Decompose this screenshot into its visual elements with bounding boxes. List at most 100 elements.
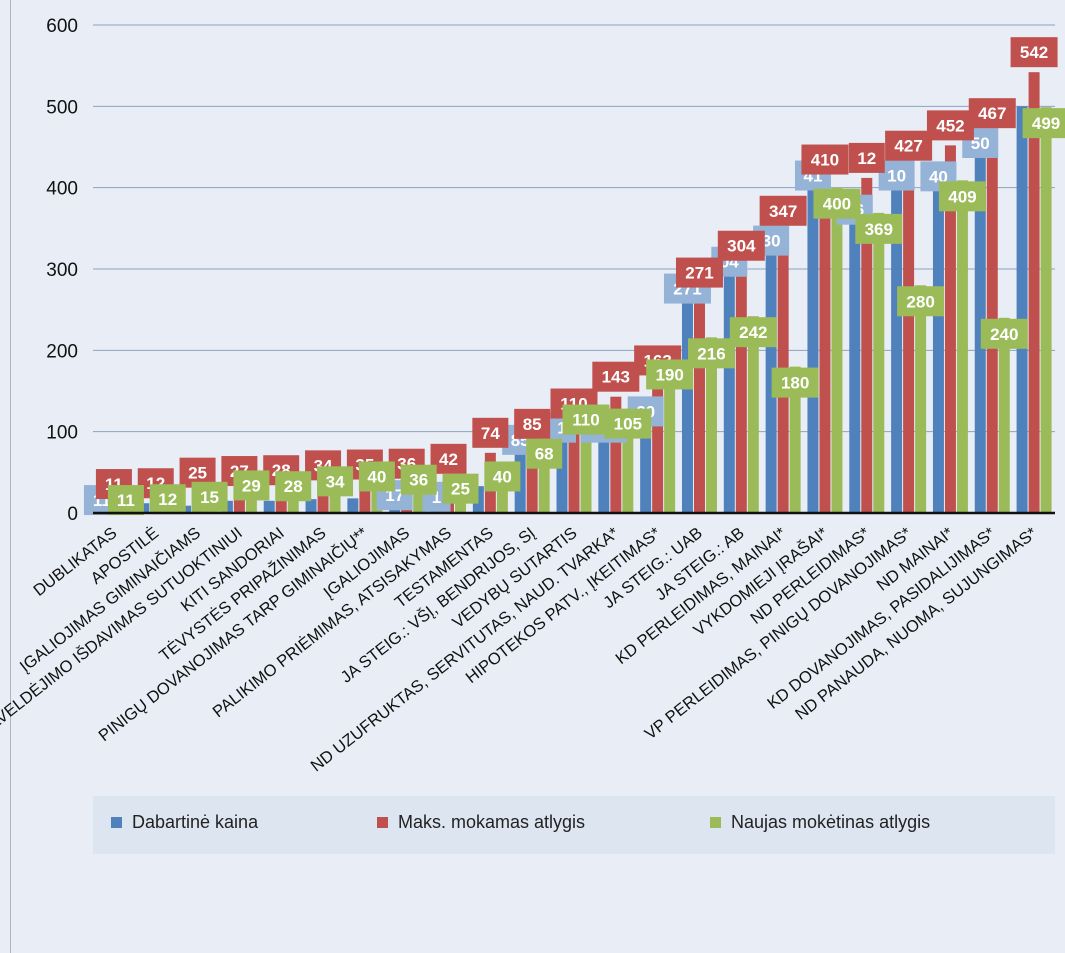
data-label: 74 [481, 424, 500, 443]
data-label: 452 [936, 116, 964, 135]
data-label: 42 [439, 450, 458, 469]
bar [598, 431, 610, 513]
data-label: 12 [857, 149, 876, 168]
data-label-box [233, 470, 270, 501]
data-label: 240 [990, 325, 1018, 344]
data-label-box [604, 408, 652, 439]
bar [705, 337, 717, 513]
legend-swatch-naujas-moketinas-atlygis [710, 817, 721, 828]
bar [652, 380, 664, 513]
bar [538, 457, 550, 513]
data-label-box [759, 195, 807, 226]
data-label-box [358, 461, 395, 492]
bar [610, 396, 622, 513]
bar [496, 480, 508, 513]
data-label: 110 [572, 411, 599, 430]
data-label-box [646, 359, 694, 390]
data-label-box [897, 286, 945, 317]
data-label-box [980, 318, 1028, 349]
bar [1028, 72, 1040, 513]
data-label: 216 [697, 344, 725, 363]
data-label: 29 [242, 476, 261, 495]
data-label-box [472, 417, 509, 448]
legend-swatch-maks-mokamas-atlygis [377, 817, 388, 828]
bar [413, 483, 425, 513]
data-label: 12 [158, 490, 177, 509]
bar [622, 427, 634, 513]
legend: Dabartinė kaina Maks. mokamas atlygis Na… [93, 796, 1055, 854]
bar [526, 443, 538, 513]
data-label-box [484, 461, 521, 492]
bar [347, 498, 359, 513]
data-label: 1 [557, 419, 566, 438]
data-label: 271 [685, 264, 713, 283]
bar [305, 499, 317, 513]
bar [287, 490, 299, 513]
bar [915, 285, 927, 513]
data-label-box [717, 230, 765, 261]
bar [723, 265, 735, 513]
data-label: 10 [887, 167, 906, 186]
data-label-box [813, 188, 861, 219]
y-tick-label: 100 [46, 423, 78, 444]
bar [873, 212, 885, 513]
bar [359, 484, 371, 513]
data-label: 34 [326, 472, 345, 491]
data-label-box [107, 485, 144, 516]
bar [233, 491, 245, 513]
data-label-box [968, 98, 1016, 129]
data-label: 180 [781, 374, 809, 393]
data-label: 143 [602, 368, 630, 387]
y-tick-label: 0 [67, 504, 78, 525]
y-tick-label: 500 [46, 97, 78, 118]
data-label: 40 [493, 467, 512, 486]
data-label: 347 [769, 202, 797, 221]
y-tick-label: 200 [46, 341, 78, 362]
data-label-box [400, 464, 437, 495]
bar [664, 358, 676, 513]
bar [831, 187, 843, 513]
bar [263, 500, 275, 513]
data-label-box [675, 257, 723, 288]
bar [556, 431, 568, 513]
data-label: 190 [655, 365, 683, 384]
y-tick-label: 400 [46, 179, 78, 200]
data-label: 25 [188, 464, 207, 483]
legend-item-maks-mokamas-atlygis: Maks. mokamas atlygis [377, 812, 585, 833]
bar [1016, 106, 1028, 513]
legend-label: Maks. mokamas atlygis [398, 812, 586, 832]
bar [891, 179, 903, 514]
data-label: 40 [367, 467, 386, 486]
bar [580, 423, 592, 513]
bar [998, 317, 1010, 513]
legend-label: Dabartinė kaina [132, 812, 259, 832]
bar [861, 177, 873, 513]
bar [974, 147, 986, 513]
data-label-box [729, 317, 777, 348]
bar [932, 180, 944, 513]
data-label: 410 [811, 151, 839, 170]
bar [245, 489, 257, 513]
data-label: 304 [727, 237, 756, 256]
data-label-box [275, 471, 312, 502]
bar [275, 490, 287, 513]
data-label: 1 [432, 488, 441, 507]
legend-item-dabartine-kaina: Dabartinė kaina [111, 812, 258, 833]
data-label: 409 [948, 187, 976, 206]
data-label: 280 [906, 292, 934, 311]
data-label: 85 [523, 415, 542, 434]
data-label-box [938, 181, 986, 212]
data-label-box [317, 466, 354, 497]
bar [903, 165, 915, 513]
data-label: 68 [535, 445, 554, 464]
bar [640, 415, 652, 513]
data-label: 50 [971, 134, 990, 153]
data-label-box [926, 110, 974, 141]
data-label-box [442, 473, 479, 504]
bar [819, 179, 831, 514]
data-label-box [771, 367, 819, 398]
bar [1040, 107, 1052, 513]
data-label-box [687, 338, 735, 369]
